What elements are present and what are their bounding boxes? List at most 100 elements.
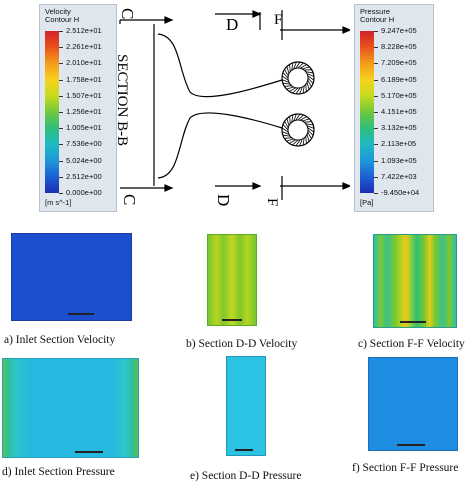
velocity-legend-tick [59, 128, 63, 130]
velocity-legend-colorbar-segment [45, 63, 59, 80]
rotor-blade [284, 137, 292, 139]
pressure-legend-unit: [Pa] [360, 198, 374, 207]
rotor-blade [306, 134, 310, 142]
pressure-legend-tick-label: 6.189e+05 [381, 74, 417, 84]
rotor-blade [281, 79, 290, 83]
rotor-blade [284, 121, 289, 128]
velocity-legend-tick-label: 2.010e+01 [66, 58, 102, 68]
label-d-bottom: D [214, 194, 233, 206]
pressure-legend-tick [374, 160, 378, 162]
pressure-legend-tick [374, 31, 378, 32]
panel-dd-pressure [226, 356, 266, 456]
rotor-blade [306, 125, 315, 129]
rotor-blade [304, 121, 312, 123]
rotor-blade [306, 73, 315, 77]
rotor-blade [305, 71, 314, 74]
pressure-legend-title: Pressure Contour H [360, 7, 395, 24]
velocity-legend-tick [59, 79, 63, 81]
caption-f: f) Section F-F Pressure [352, 462, 459, 474]
nozzle-profile [153, 24, 283, 186]
pressure-legend-tick [374, 95, 378, 97]
section-diagram: C C SECTION B-B D D F F [114, 8, 350, 206]
rotor-blade [291, 114, 294, 123]
scale-bar [235, 449, 253, 451]
label-f-top: F [274, 12, 282, 28]
velocity-legend-tick-label: 2.512e+01 [66, 26, 102, 35]
velocity-legend-tick-label: 1.256e+01 [66, 107, 102, 116]
velocity-legend-tick-label: 1.758e+01 [66, 74, 102, 84]
panel-inlet-pressure [2, 358, 139, 458]
cut-line-c-bottom [120, 184, 174, 192]
velocity-legend-tick-label: 1.507e+01 [66, 90, 102, 100]
section-label: SECTION B-B [114, 54, 130, 146]
pressure-legend-tick-label: 8.228e+05 [381, 42, 417, 52]
velocity-legend-colorbar-segment [45, 47, 59, 64]
scale-bar [222, 319, 242, 321]
rotor-blade [284, 85, 292, 87]
rotor-blade [302, 66, 310, 70]
velocity-legend-colorbar-segment [45, 160, 59, 177]
velocity-legend-tick-label: 5.024e+00 [66, 155, 102, 165]
pressure-legend-colorbar-segment [360, 79, 374, 96]
pressure-legend-tick-label: -9.450e+04 [381, 188, 420, 197]
velocity-legend-colorbar-segment [45, 112, 59, 129]
velocity-legend-tick-label: 0.000e+00 [66, 188, 102, 197]
velocity-legend: Velocity Contour H 2.512e+01 2.261e+01 2.0… [39, 4, 117, 212]
rotor-top [281, 61, 315, 95]
velocity-legend-tick [59, 176, 63, 178]
rotor-blade [289, 87, 296, 92]
rotor-blade [281, 131, 290, 135]
pressure-legend-tick [374, 79, 378, 81]
velocity-legend-unit: [m s^-1] [45, 198, 72, 207]
rotor-blade [284, 69, 289, 76]
pressure-legend-tick [374, 193, 378, 194]
rotor-blade [291, 62, 294, 71]
rotor-blade [297, 114, 304, 121]
pressure-legend-colorbar-segment [360, 144, 374, 161]
pressure-legend-tick [374, 47, 378, 49]
rotor-bottom [281, 113, 315, 147]
velocity-legend-tick [59, 95, 63, 97]
pressure-legend-tick-label: 9.247e+05 [381, 26, 417, 35]
velocity-legend-tick [59, 144, 63, 146]
rotor-blade [304, 69, 312, 71]
pressure-legend-colorbar-segment [360, 128, 374, 145]
velocity-legend-title: Velocity Contour H [45, 7, 80, 24]
pressure-legend-colorbar-segment [360, 112, 374, 129]
velocity-legend-colorbar-segment [45, 95, 59, 112]
rotor-blade [286, 66, 290, 74]
label-f-bottom: F [264, 198, 280, 206]
rotor-blade [307, 132, 312, 139]
rotor-blade [292, 87, 299, 94]
rotor-blade [299, 138, 303, 147]
rotor-blade [281, 75, 289, 81]
rotor-blade [302, 137, 305, 146]
pressure-legend-tick-label: 5.170e+05 [381, 90, 417, 100]
velocity-legend-colorbar-segment [45, 128, 59, 145]
rotor-blade [302, 85, 305, 94]
pressure-legend: Pressure Contour H 9.247e+05 8.228e+05 7.2… [354, 4, 434, 212]
scale-bar [68, 313, 94, 315]
caption-d: d) Inlet Section Pressure [2, 466, 115, 478]
rotor-blade [286, 86, 294, 90]
velocity-legend-tick-label: 7.536e+00 [66, 139, 102, 149]
pressure-legend-tick [374, 176, 378, 178]
rotor-blade [286, 118, 290, 126]
velocity-legend-tick-label: 2.261e+01 [66, 42, 102, 52]
rotor-blade [286, 138, 294, 142]
rotor-blade [281, 127, 289, 133]
rotor-blade [307, 77, 314, 84]
caption-b: b) Section D-D Velocity [186, 338, 298, 350]
velocity-legend-tick [59, 112, 63, 113]
rotor-blade [306, 82, 310, 90]
cut-line-c-top [119, 16, 174, 24]
rotor-blade [305, 123, 314, 126]
pressure-legend-tick-label: 1.093e+05 [381, 155, 417, 165]
cut-line-f [280, 10, 350, 200]
pressure-legend-colorbar-segment [360, 47, 374, 64]
rotor-blade [292, 139, 299, 146]
velocity-legend-colorbar-segment [45, 31, 59, 48]
velocity-legend-tick-label: 2.512e+00 [66, 171, 102, 181]
rotor-blade [295, 113, 301, 121]
panel-inlet-velocity [11, 233, 132, 321]
